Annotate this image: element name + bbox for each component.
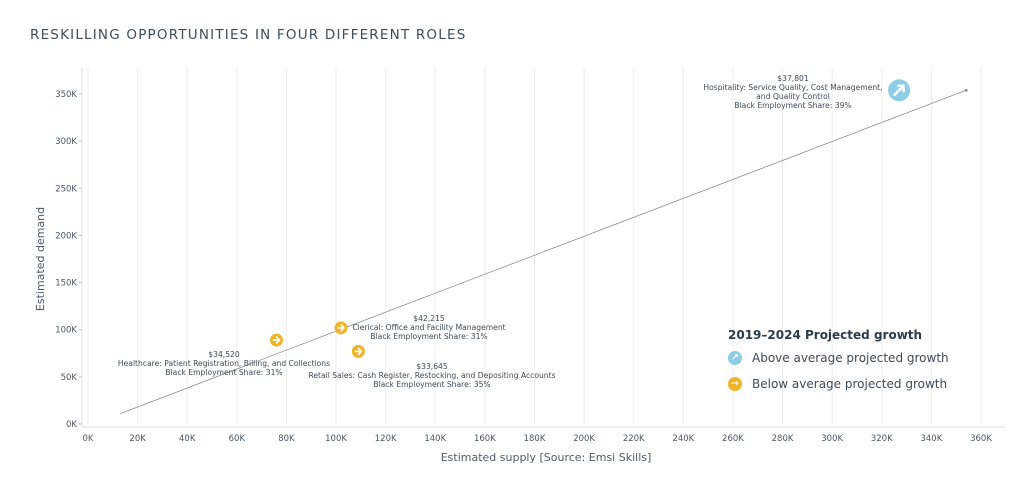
data-point-clerical bbox=[334, 321, 348, 335]
annotation-salary: $42,215 bbox=[413, 314, 445, 323]
annotation-role: and Quality Control bbox=[756, 92, 830, 101]
x-tick-label: 80K bbox=[278, 434, 295, 444]
y-tick-label: 100K bbox=[55, 326, 77, 336]
x-tick-label: 180K bbox=[524, 434, 546, 444]
y-tick-label: 50K bbox=[61, 373, 78, 383]
annotation-share: Black Employment Share: 39% bbox=[734, 101, 851, 110]
y-tick-label: 350K bbox=[55, 90, 77, 100]
x-tick-label: 120K bbox=[375, 434, 397, 444]
x-tick-label: 220K bbox=[623, 434, 645, 444]
data-point-hospitality bbox=[888, 79, 911, 102]
legend-item-below: → Below average projected growth bbox=[728, 377, 949, 391]
x-tick-label: 340K bbox=[920, 434, 942, 444]
legend-label-above: Above average projected growth bbox=[752, 351, 949, 365]
y-tick-label: 0K bbox=[66, 420, 77, 430]
y-tick-label: 150K bbox=[55, 279, 77, 289]
annotation-role: Hospitality: Service Quality, Cost Manag… bbox=[703, 83, 882, 92]
arrow-right-icon: → bbox=[728, 377, 742, 391]
arrow-right-icon bbox=[272, 336, 281, 344]
arrow-up-right-icon bbox=[893, 84, 905, 96]
arrow-right-icon bbox=[337, 324, 345, 332]
x-tick-label: 200K bbox=[573, 434, 595, 444]
x-tick-label: 260K bbox=[722, 434, 744, 444]
legend-label-below: Below average projected growth bbox=[752, 377, 948, 391]
arrow-up-right-icon: ↗ bbox=[728, 351, 742, 365]
legend: 2019–2024 Projected growth ↗ Above avera… bbox=[728, 328, 949, 403]
annotation-salary: $33,645 bbox=[416, 362, 448, 371]
annotation-role: Clerical: Office and Facility Management bbox=[352, 323, 505, 332]
reference-line-group bbox=[120, 88, 968, 415]
data-point-healthcare bbox=[270, 333, 284, 347]
annotation-share: Black Employment Share: 35% bbox=[373, 380, 490, 389]
x-tick-label: 60K bbox=[229, 434, 246, 444]
x-tick-label: 40K bbox=[179, 434, 196, 444]
annotation-share: Black Employment Share: 31% bbox=[370, 332, 487, 341]
chart-title: RESKILLING OPPORTUNITIES IN FOUR DIFFERE… bbox=[30, 27, 467, 43]
annotation-salary: $34,520 bbox=[208, 350, 240, 359]
y-tick-label: 300K bbox=[55, 137, 77, 147]
annotation-salary: $37,801 bbox=[777, 74, 809, 83]
grid-lines bbox=[87, 68, 982, 424]
x-tick-label: 0K bbox=[83, 434, 94, 444]
axes: 0K 20K 40K 60K 80K 100K 120K 140K 160K 180K 200K 22… bbox=[55, 68, 1005, 444]
arrow-right-icon bbox=[354, 347, 363, 356]
x-tick-label: 160K bbox=[474, 434, 496, 444]
reference-line bbox=[120, 89, 967, 415]
y-tick-label: 200K bbox=[55, 231, 77, 241]
legend-title: 2019–2024 Projected growth bbox=[728, 328, 923, 342]
reference-line-end bbox=[964, 88, 968, 92]
annotation-role: Healthcare: Patient Registration, Billin… bbox=[118, 359, 330, 368]
x-tick-label: 360K bbox=[970, 434, 992, 444]
annotation-role: Retail Sales: Cash Register, Restocking,… bbox=[308, 371, 555, 380]
y-tick-label: 250K bbox=[55, 184, 77, 194]
x-tick-label: 20K bbox=[129, 434, 146, 444]
annotation-share: Black Employment Share: 31% bbox=[165, 368, 282, 377]
x-tick-label: 140K bbox=[424, 434, 446, 444]
data-points bbox=[270, 79, 911, 358]
x-tick-label: 240K bbox=[672, 434, 694, 444]
x-tick-label: 280K bbox=[772, 434, 794, 444]
x-tick-label: 320K bbox=[871, 434, 893, 444]
data-point-retail bbox=[351, 344, 365, 358]
legend-item-above: ↗ Above average projected growth bbox=[728, 351, 949, 365]
x-tick-label: 300K bbox=[821, 434, 843, 444]
x-tick-label: 100K bbox=[325, 434, 347, 444]
y-axis-label: Estimated demand bbox=[34, 207, 47, 311]
x-axis-label: Estimated supply [Source: Emsi Skills] bbox=[441, 451, 652, 464]
